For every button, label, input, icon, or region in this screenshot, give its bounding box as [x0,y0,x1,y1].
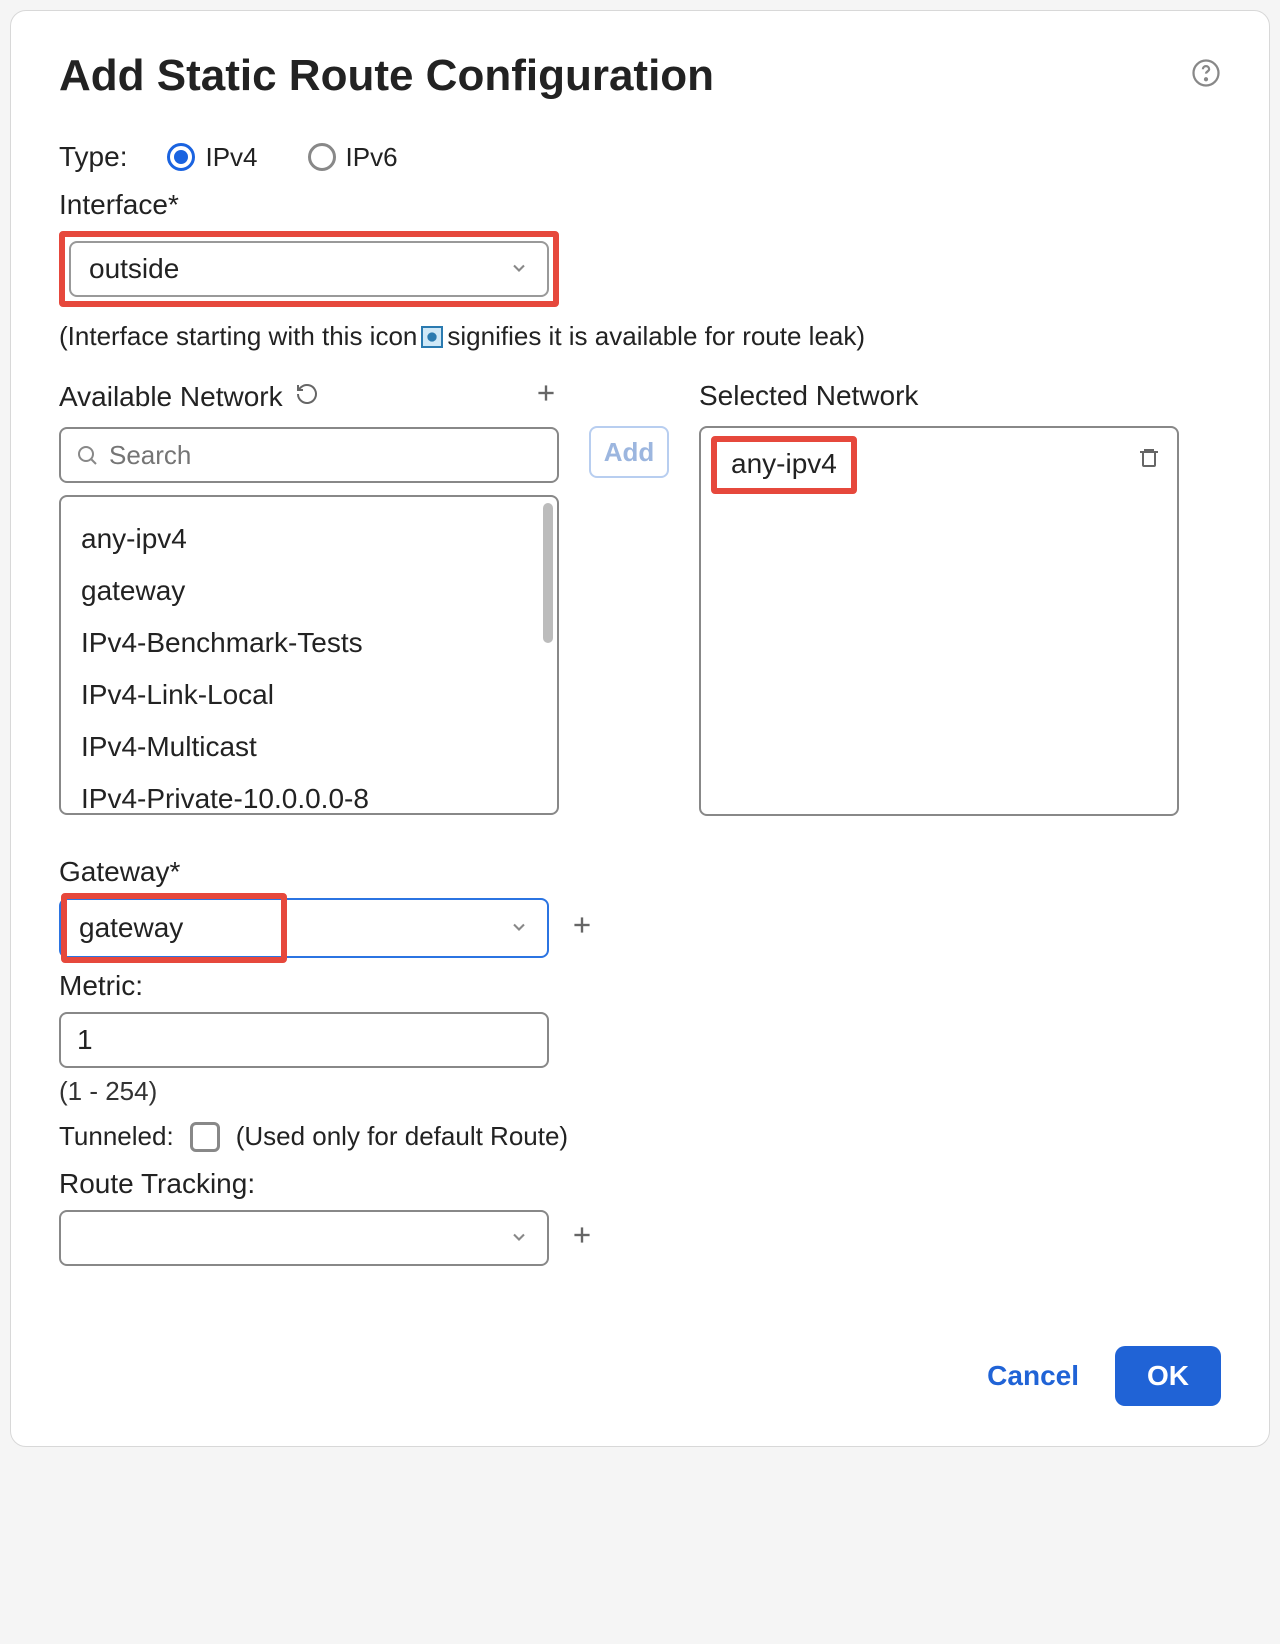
dialog-title: Add Static Route Configuration [59,51,714,101]
interface-hint: (Interface starting with this icon signi… [59,321,1221,352]
search-icon [75,443,99,467]
radio-ipv4-indicator [167,143,195,171]
help-icon[interactable] [1191,58,1221,95]
selected-label: Selected Network [699,380,918,412]
gateway-row: gateway [59,898,1221,958]
interface-label: Interface* [59,189,1221,221]
metric-label: Metric: [59,970,1221,1002]
add-button-column: Add [589,380,669,816]
selected-network-column: Selected Network any-ipv4 [699,380,1179,816]
radio-ipv6[interactable]: IPv6 [308,142,398,173]
route-tracking-row [59,1210,1221,1266]
selected-item[interactable]: any-ipv4 [731,448,837,479]
selected-header: Selected Network [699,380,1179,412]
gateway-label: Gateway* [59,856,1221,888]
tunneled-checkbox[interactable] [190,1122,220,1152]
metric-input[interactable] [59,1012,549,1068]
type-label: Type: [59,141,127,173]
tunneled-row: Tunneled: (Used only for default Route) [59,1121,1221,1152]
ok-button[interactable]: OK [1115,1346,1221,1406]
radio-ipv4[interactable]: IPv4 [167,142,257,173]
networks-section: Available Network any-ipv4 gateway IPv4-… [59,380,1221,816]
chevron-down-icon [509,1223,529,1254]
scrollbar-thumb[interactable] [543,503,553,643]
scrollbar[interactable] [543,503,553,807]
dialog-footer: Cancel OK [59,1346,1221,1406]
list-item[interactable]: IPv4-Private-10.0.0.0-8 [61,773,557,815]
search-input-wrap[interactable] [59,427,559,483]
gateway-select[interactable]: gateway [59,898,549,958]
tunneled-hint: (Used only for default Route) [236,1121,568,1152]
available-header: Available Network [59,380,559,413]
selected-item-row: any-ipv4 [711,436,1167,494]
add-network-icon[interactable] [533,380,559,413]
radio-ipv6-indicator [308,143,336,171]
gateway-value: gateway [67,899,281,957]
type-row: Type: IPv4 IPv6 [59,141,1221,173]
radio-ipv4-label: IPv4 [205,142,257,173]
route-tracking-label: Route Tracking: [59,1168,1221,1200]
interface-hint-post: signifies it is available for route leak… [447,321,865,352]
refresh-icon[interactable] [295,381,319,413]
gateway-highlight: gateway [61,893,287,963]
chevron-down-icon [509,253,529,285]
list-item[interactable]: IPv4-Link-Local [61,669,557,721]
list-item[interactable]: IPv4-Multicast [61,721,557,773]
selected-item-highlight: any-ipv4 [711,436,857,494]
route-tracking-select[interactable] [59,1210,549,1266]
selected-network-list: any-ipv4 [699,426,1179,816]
delete-icon[interactable] [1137,446,1161,477]
list-item[interactable]: gateway [61,565,557,617]
add-tracking-icon[interactable] [569,1222,595,1255]
interface-hint-pre: (Interface starting with this icon [59,321,417,352]
type-radio-group: IPv4 IPv6 [167,142,397,173]
search-input[interactable] [109,440,543,471]
interface-highlight: outside [59,231,559,307]
available-network-column: Available Network any-ipv4 gateway IPv4-… [59,380,559,816]
add-button[interactable]: Add [589,426,669,478]
route-leak-icon [421,326,443,348]
add-gateway-icon[interactable] [569,912,595,945]
radio-ipv6-label: IPv6 [346,142,398,173]
interface-value: outside [89,253,179,285]
tunneled-label: Tunneled: [59,1121,174,1152]
available-label: Available Network [59,381,283,413]
cancel-button[interactable]: Cancel [987,1360,1079,1392]
available-network-list[interactable]: any-ipv4 gateway IPv4-Benchmark-Tests IP… [59,495,559,815]
list-item[interactable]: IPv4-Benchmark-Tests [61,617,557,669]
interface-select[interactable]: outside [69,241,549,297]
chevron-down-icon [509,913,529,944]
list-item[interactable]: any-ipv4 [61,513,557,565]
metric-range: (1 - 254) [59,1076,1221,1107]
dialog-header: Add Static Route Configuration [59,51,1221,101]
add-static-route-dialog: Add Static Route Configuration Type: IPv… [10,10,1270,1447]
